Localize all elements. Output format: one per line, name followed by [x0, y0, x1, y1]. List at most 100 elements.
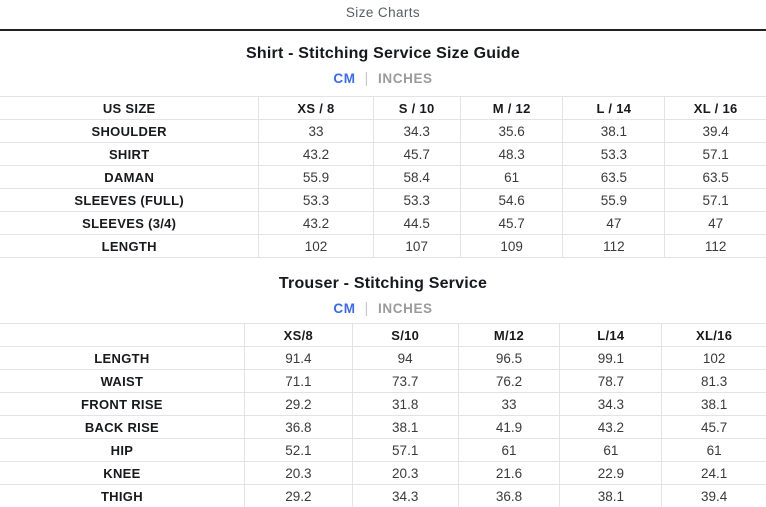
page-title: Size Charts [345, 5, 421, 20]
row-label: SLEEVES (3/4) [0, 211, 259, 235]
size-value-cell: 38.1 [351, 415, 459, 439]
size-value-cell: 34.3 [372, 119, 461, 143]
size-value-cell: 112 [664, 234, 766, 258]
size-value-cell: 29.2 [243, 392, 353, 416]
size-value-cell: 81.3 [661, 369, 766, 393]
size-value-cell: 41.9 [457, 415, 560, 439]
size-value-cell: 35.6 [459, 119, 563, 143]
size-value-cell: 53.3 [562, 142, 665, 166]
table-row: KNEE 20.3 20.3 21.6 22.9 24.1 [0, 461, 766, 485]
table-row: SHOULDER 33 34.3 35.6 38.1 39.4 [0, 119, 766, 143]
row-label: FRONT RISE [0, 392, 245, 416]
table-row: SLEEVES (3/4) 43.2 44.5 45.7 47 47 [0, 211, 766, 235]
size-value-cell: 58.4 [372, 165, 461, 189]
column-header: M / 12 [459, 96, 563, 120]
row-label: DAMAN [0, 165, 259, 189]
size-value-cell: 39.4 [664, 119, 766, 143]
column-header: S / 10 [372, 96, 461, 120]
row-label: SLEEVES (FULL) [0, 188, 259, 212]
size-value-cell: 55.9 [258, 165, 374, 189]
size-value-cell: 34.3 [351, 484, 459, 507]
size-value-cell: 24.1 [661, 461, 766, 485]
size-value-cell: 29.2 [243, 484, 353, 507]
size-value-cell: 63.5 [562, 165, 665, 189]
row-label: SHOULDER [0, 119, 259, 143]
column-header: L / 14 [562, 96, 665, 120]
unit-toggle-divider: | [364, 300, 370, 317]
size-value-cell: 91.4 [243, 346, 353, 370]
size-value-cell: 63.5 [664, 165, 766, 189]
column-header: XS / 8 [258, 96, 374, 120]
table-row: THIGH 29.2 34.3 36.8 38.1 39.4 [0, 484, 766, 507]
size-value-cell: 112 [562, 234, 665, 258]
trouser-unit-toggle: CM | INCHES [0, 300, 766, 317]
size-value-cell: 52.1 [243, 438, 353, 462]
size-value-cell: 36.8 [243, 415, 353, 439]
size-value-cell: 43.2 [559, 415, 662, 439]
trouser-unit-cm-button[interactable]: CM [333, 301, 356, 316]
trouser-section-title: Trouser - Stitching Service [278, 275, 488, 292]
column-header: M/12 [457, 323, 560, 347]
size-value-cell: 61 [661, 438, 766, 462]
size-value-cell: 45.7 [372, 142, 461, 166]
row-label: BACK RISE [0, 415, 245, 439]
table-row: LENGTH 102 107 109 112 112 [0, 234, 766, 258]
size-value-cell: 94 [351, 346, 459, 370]
size-value-cell: 45.7 [661, 415, 766, 439]
size-value-cell: 61 [459, 165, 563, 189]
size-value-cell: 107 [372, 234, 461, 258]
size-value-cell: 20.3 [243, 461, 353, 485]
row-label: THIGH [0, 484, 245, 507]
unit-toggle-divider: | [364, 70, 370, 87]
table-row: SLEEVES (FULL) 53.3 53.3 54.6 55.9 57.1 [0, 188, 766, 212]
table-row: BACK RISE 36.8 38.1 41.9 43.2 45.7 [0, 415, 766, 439]
size-value-cell: 99.1 [559, 346, 662, 370]
size-value-cell: 33 [258, 119, 374, 143]
table-row: HIP 52.1 57.1 61 61 61 [0, 438, 766, 462]
size-value-cell: 78.7 [559, 369, 662, 393]
row-label: LENGTH [0, 234, 259, 258]
size-value-cell: 31.8 [351, 392, 459, 416]
size-value-cell: 38.1 [559, 484, 662, 507]
size-value-cell: 61 [559, 438, 662, 462]
column-header: S/10 [351, 323, 459, 347]
trouser-unit-inches-button[interactable]: INCHES [378, 301, 433, 316]
size-value-cell: 22.9 [559, 461, 662, 485]
column-header [0, 323, 245, 347]
size-value-cell: 96.5 [457, 346, 560, 370]
size-value-cell: 57.1 [664, 142, 766, 166]
shirt-unit-cm-button[interactable]: CM [333, 71, 356, 86]
size-value-cell: 44.5 [372, 211, 461, 235]
column-header: XL / 16 [664, 96, 766, 120]
size-value-cell: 73.7 [351, 369, 459, 393]
size-value-cell: 20.3 [351, 461, 459, 485]
size-value-cell: 71.1 [243, 369, 353, 393]
size-value-cell: 76.2 [457, 369, 560, 393]
size-value-cell: 39.4 [661, 484, 766, 507]
size-value-cell: 53.3 [372, 188, 461, 212]
size-value-cell: 55.9 [562, 188, 665, 212]
size-value-cell: 47 [664, 211, 766, 235]
table-row: DAMAN 55.9 58.4 61 63.5 63.5 [0, 165, 766, 189]
row-label: WAIST [0, 369, 245, 393]
row-label: KNEE [0, 461, 245, 485]
size-value-cell: 34.3 [559, 392, 662, 416]
trouser-size-table: XS/8 S/10 M/12 L/14 XL/16 LENGTH 91.4 94 96.5 99.… [0, 323, 766, 507]
size-value-cell: 57.1 [351, 438, 459, 462]
shirt-unit-toggle: CM | INCHES [0, 70, 766, 87]
table-row: WAIST 71.1 73.7 76.2 78.7 81.3 [0, 369, 766, 393]
size-value-cell: 54.6 [459, 188, 563, 212]
table-row: SHIRT 43.2 45.7 48.3 53.3 57.1 [0, 142, 766, 166]
size-value-cell: 53.3 [258, 188, 374, 212]
column-header: US SIZE [0, 96, 259, 120]
size-value-cell: 38.1 [661, 392, 766, 416]
size-value-cell: 57.1 [664, 188, 766, 212]
page-header: Size Charts [0, 0, 766, 31]
size-value-cell: 21.6 [457, 461, 560, 485]
size-value-cell: 43.2 [258, 211, 374, 235]
shirt-unit-inches-button[interactable]: INCHES [378, 71, 433, 86]
size-value-cell: 109 [459, 234, 563, 258]
